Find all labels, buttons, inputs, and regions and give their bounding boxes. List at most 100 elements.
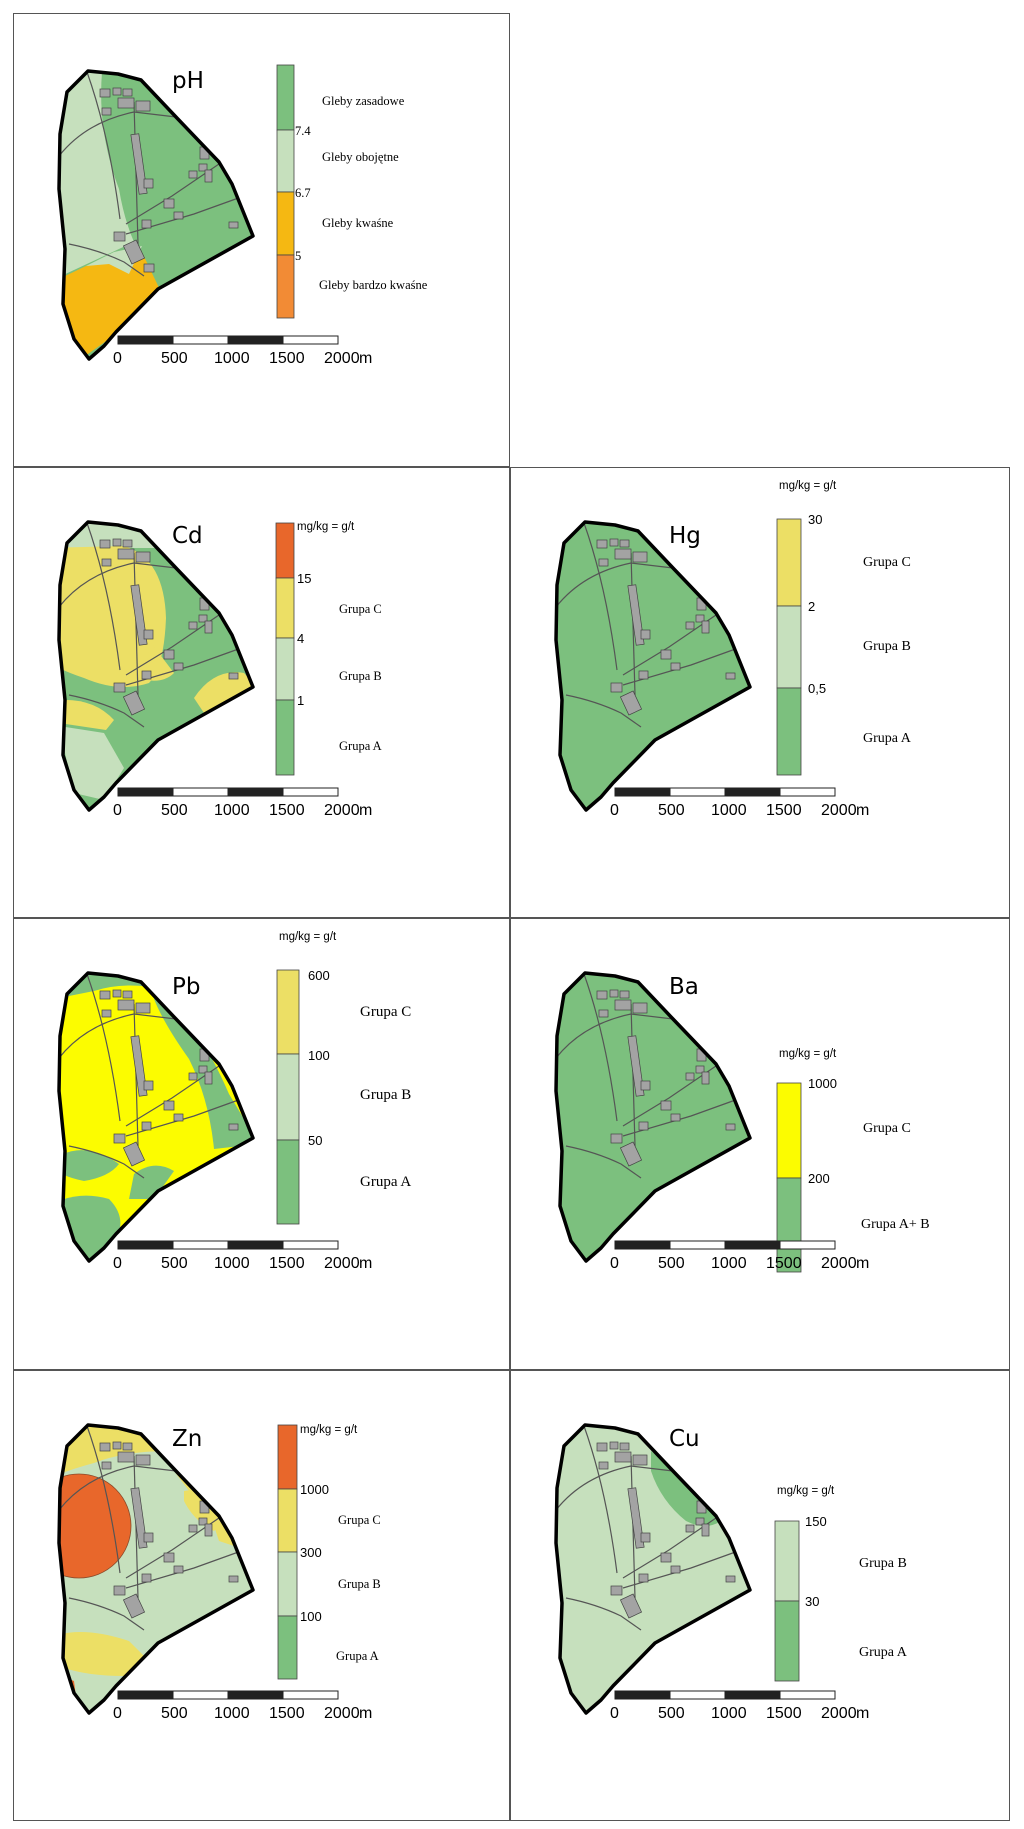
pb-legend-band-a: [276, 1139, 300, 1225]
ba-buildings: [596, 989, 736, 1167]
scale-unit: m: [359, 1705, 372, 1722]
hg-break-0-5: 0,5: [808, 681, 826, 696]
zn-legend-band-c: [277, 1488, 298, 1553]
pb-scale-bar: 0 500 1000 1500 2000 m: [113, 1240, 372, 1272]
pb-class-b: Grupa B: [360, 1087, 411, 1103]
hg-break-30: 30: [808, 512, 822, 527]
ba-title: Ba: [669, 974, 699, 1000]
pb-class-c: Grupa C: [360, 1004, 411, 1020]
scale-tick-1000: 1000: [214, 1255, 250, 1272]
ph-map-svg: pH 7.4 6.7 5 Gleby zasadowe Gleby obojęt…: [57, 64, 428, 367]
zn-boundary: [57, 1423, 255, 1715]
pb-title: Pb: [172, 974, 200, 1000]
hg-class-b: Grupa B: [863, 639, 911, 654]
scale-tick-500: 500: [161, 802, 188, 819]
cd-boundary: [57, 520, 255, 812]
cd-class-a: Grupa A: [339, 739, 382, 753]
hg-class-c: Grupa C: [863, 555, 911, 570]
scale-unit: m: [359, 350, 372, 367]
cd-class-b: Grupa B: [339, 669, 382, 683]
scale-tick-1000: 1000: [214, 802, 250, 819]
zn-class-c: Grupa C: [338, 1513, 381, 1527]
pb-legend: mg/kg = g/t 600 100 50 Grupa C Grupa B G…: [276, 931, 411, 1225]
scale-tick-1000: 1000: [214, 350, 250, 367]
scale-tick-2000: 2000: [821, 802, 857, 819]
ph-break-5: 5: [295, 249, 301, 263]
ph-legend: 7.4 6.7 5 Gleby zasadowe Gleby obojętne …: [276, 64, 428, 319]
cd-roads: [59, 522, 245, 728]
hg-unit: mg/kg = g/t: [779, 480, 837, 492]
cu-legend-band-b: [774, 1520, 800, 1602]
ph-zone-neutral: [59, 71, 134, 284]
zn-break-1000: 1000: [300, 1482, 329, 1497]
scale-tick-500: 500: [161, 350, 188, 367]
scale-tick-0: 0: [610, 802, 619, 819]
panel-ba: Ba mg/kg = g/t 1000 200 Grupa C Grupa A+…: [510, 918, 1010, 1370]
ph-legend-band-basic: [276, 64, 295, 131]
ba-break-200: 200: [808, 1171, 830, 1186]
panel-cu: Cu mg/kg = g/t 150 30 Grupa B Grupa A 0 …: [510, 1370, 1010, 1821]
zn-map-svg: Zn mg/kg = g/t 1000 300 100 Grupa C Grup…: [57, 1423, 381, 1722]
cd-scale-bar: 0 500 1000 1500 2000 m: [113, 787, 372, 819]
scale-tick-0: 0: [610, 1705, 619, 1722]
cd-legend-band-c: [275, 577, 295, 639]
zn-roads: [59, 1425, 245, 1631]
ba-class-ab: Grupa A+ B: [861, 1217, 930, 1232]
scale-tick-500: 500: [161, 1255, 188, 1272]
cd-break-4: 4: [297, 631, 304, 646]
cu-break-150: 150: [805, 1514, 827, 1529]
cd-map-svg: Cd: [57, 520, 382, 819]
pb-break-50: 50: [308, 1133, 322, 1148]
cd-class-c: Grupa C: [339, 602, 382, 616]
cd-legend-band-c-high: [275, 522, 295, 579]
pb-break-600: 600: [308, 968, 330, 983]
ph-legend-band-very-acidic: [276, 254, 295, 319]
scale-unit: m: [856, 1255, 869, 1272]
zn-break-100: 100: [300, 1609, 322, 1624]
scale-tick-1500: 1500: [269, 1705, 305, 1722]
cu-legend-band-a: [774, 1600, 800, 1682]
cu-class-b: Grupa B: [859, 1556, 907, 1571]
zn-scale-bar: 0 500 1000 1500 2000 m: [113, 1690, 372, 1722]
cd-break-1: 1: [297, 693, 304, 708]
ph-scale-bar: 0 500 1000 1500 2000 m: [113, 335, 372, 367]
scale-tick-1000: 1000: [711, 1255, 747, 1272]
zn-class-a: Grupa A: [336, 1649, 379, 1663]
hg-legend-band-c: [776, 518, 802, 607]
scale-unit: m: [856, 802, 869, 819]
ph-legend-band-acidic: [276, 191, 295, 256]
scale-unit: m: [359, 802, 372, 819]
pb-break-100: 100: [308, 1048, 330, 1063]
scale-tick-0: 0: [610, 1255, 619, 1272]
scale-tick-0: 0: [113, 802, 122, 819]
ph-boundary: [57, 69, 255, 361]
ph-buildings: [99, 87, 239, 273]
ba-class-c: Grupa C: [863, 1121, 911, 1136]
pb-buildings: [99, 989, 239, 1167]
scale-tick-2000: 2000: [324, 1255, 360, 1272]
scale-tick-500: 500: [658, 1705, 685, 1722]
ph-class-acidic: Gleby kwaśne: [322, 216, 394, 230]
hg-scale-bar: 0 500 1000 1500 2000 m: [610, 787, 869, 819]
scale-tick-1000: 1000: [711, 1705, 747, 1722]
scale-unit: m: [359, 1255, 372, 1272]
scale-tick-500: 500: [658, 1255, 685, 1272]
cd-break-15: 15: [297, 571, 311, 586]
ba-unit: mg/kg = g/t: [779, 1048, 837, 1060]
cu-scale-bar: 0 500 1000 1500 2000 m: [610, 1690, 869, 1722]
cu-buildings: [596, 1441, 736, 1619]
cu-title: Cu: [669, 1426, 700, 1452]
scale-tick-2000: 2000: [324, 802, 360, 819]
pb-boundary: [57, 971, 255, 1263]
cd-legend-band-a: [275, 699, 295, 776]
ba-legend-band-c: [776, 1082, 802, 1179]
ba-scale-bar: 0 500 1000 1500 2000 m: [610, 1240, 869, 1272]
scale-tick-2000: 2000: [821, 1705, 857, 1722]
zn-break-300: 300: [300, 1545, 322, 1560]
cd-legend: mg/kg = g/t 15 4 1 Grupa C Grupa B Grupa…: [275, 521, 382, 776]
zn-legend-band-a: [277, 1615, 298, 1680]
zn-legend: mg/kg = g/t 1000 300 100 Grupa C Grupa B…: [277, 1424, 381, 1680]
scale-tick-500: 500: [658, 802, 685, 819]
scale-tick-1500: 1500: [269, 350, 305, 367]
ph-class-basic: Gleby zasadowe: [322, 94, 405, 108]
